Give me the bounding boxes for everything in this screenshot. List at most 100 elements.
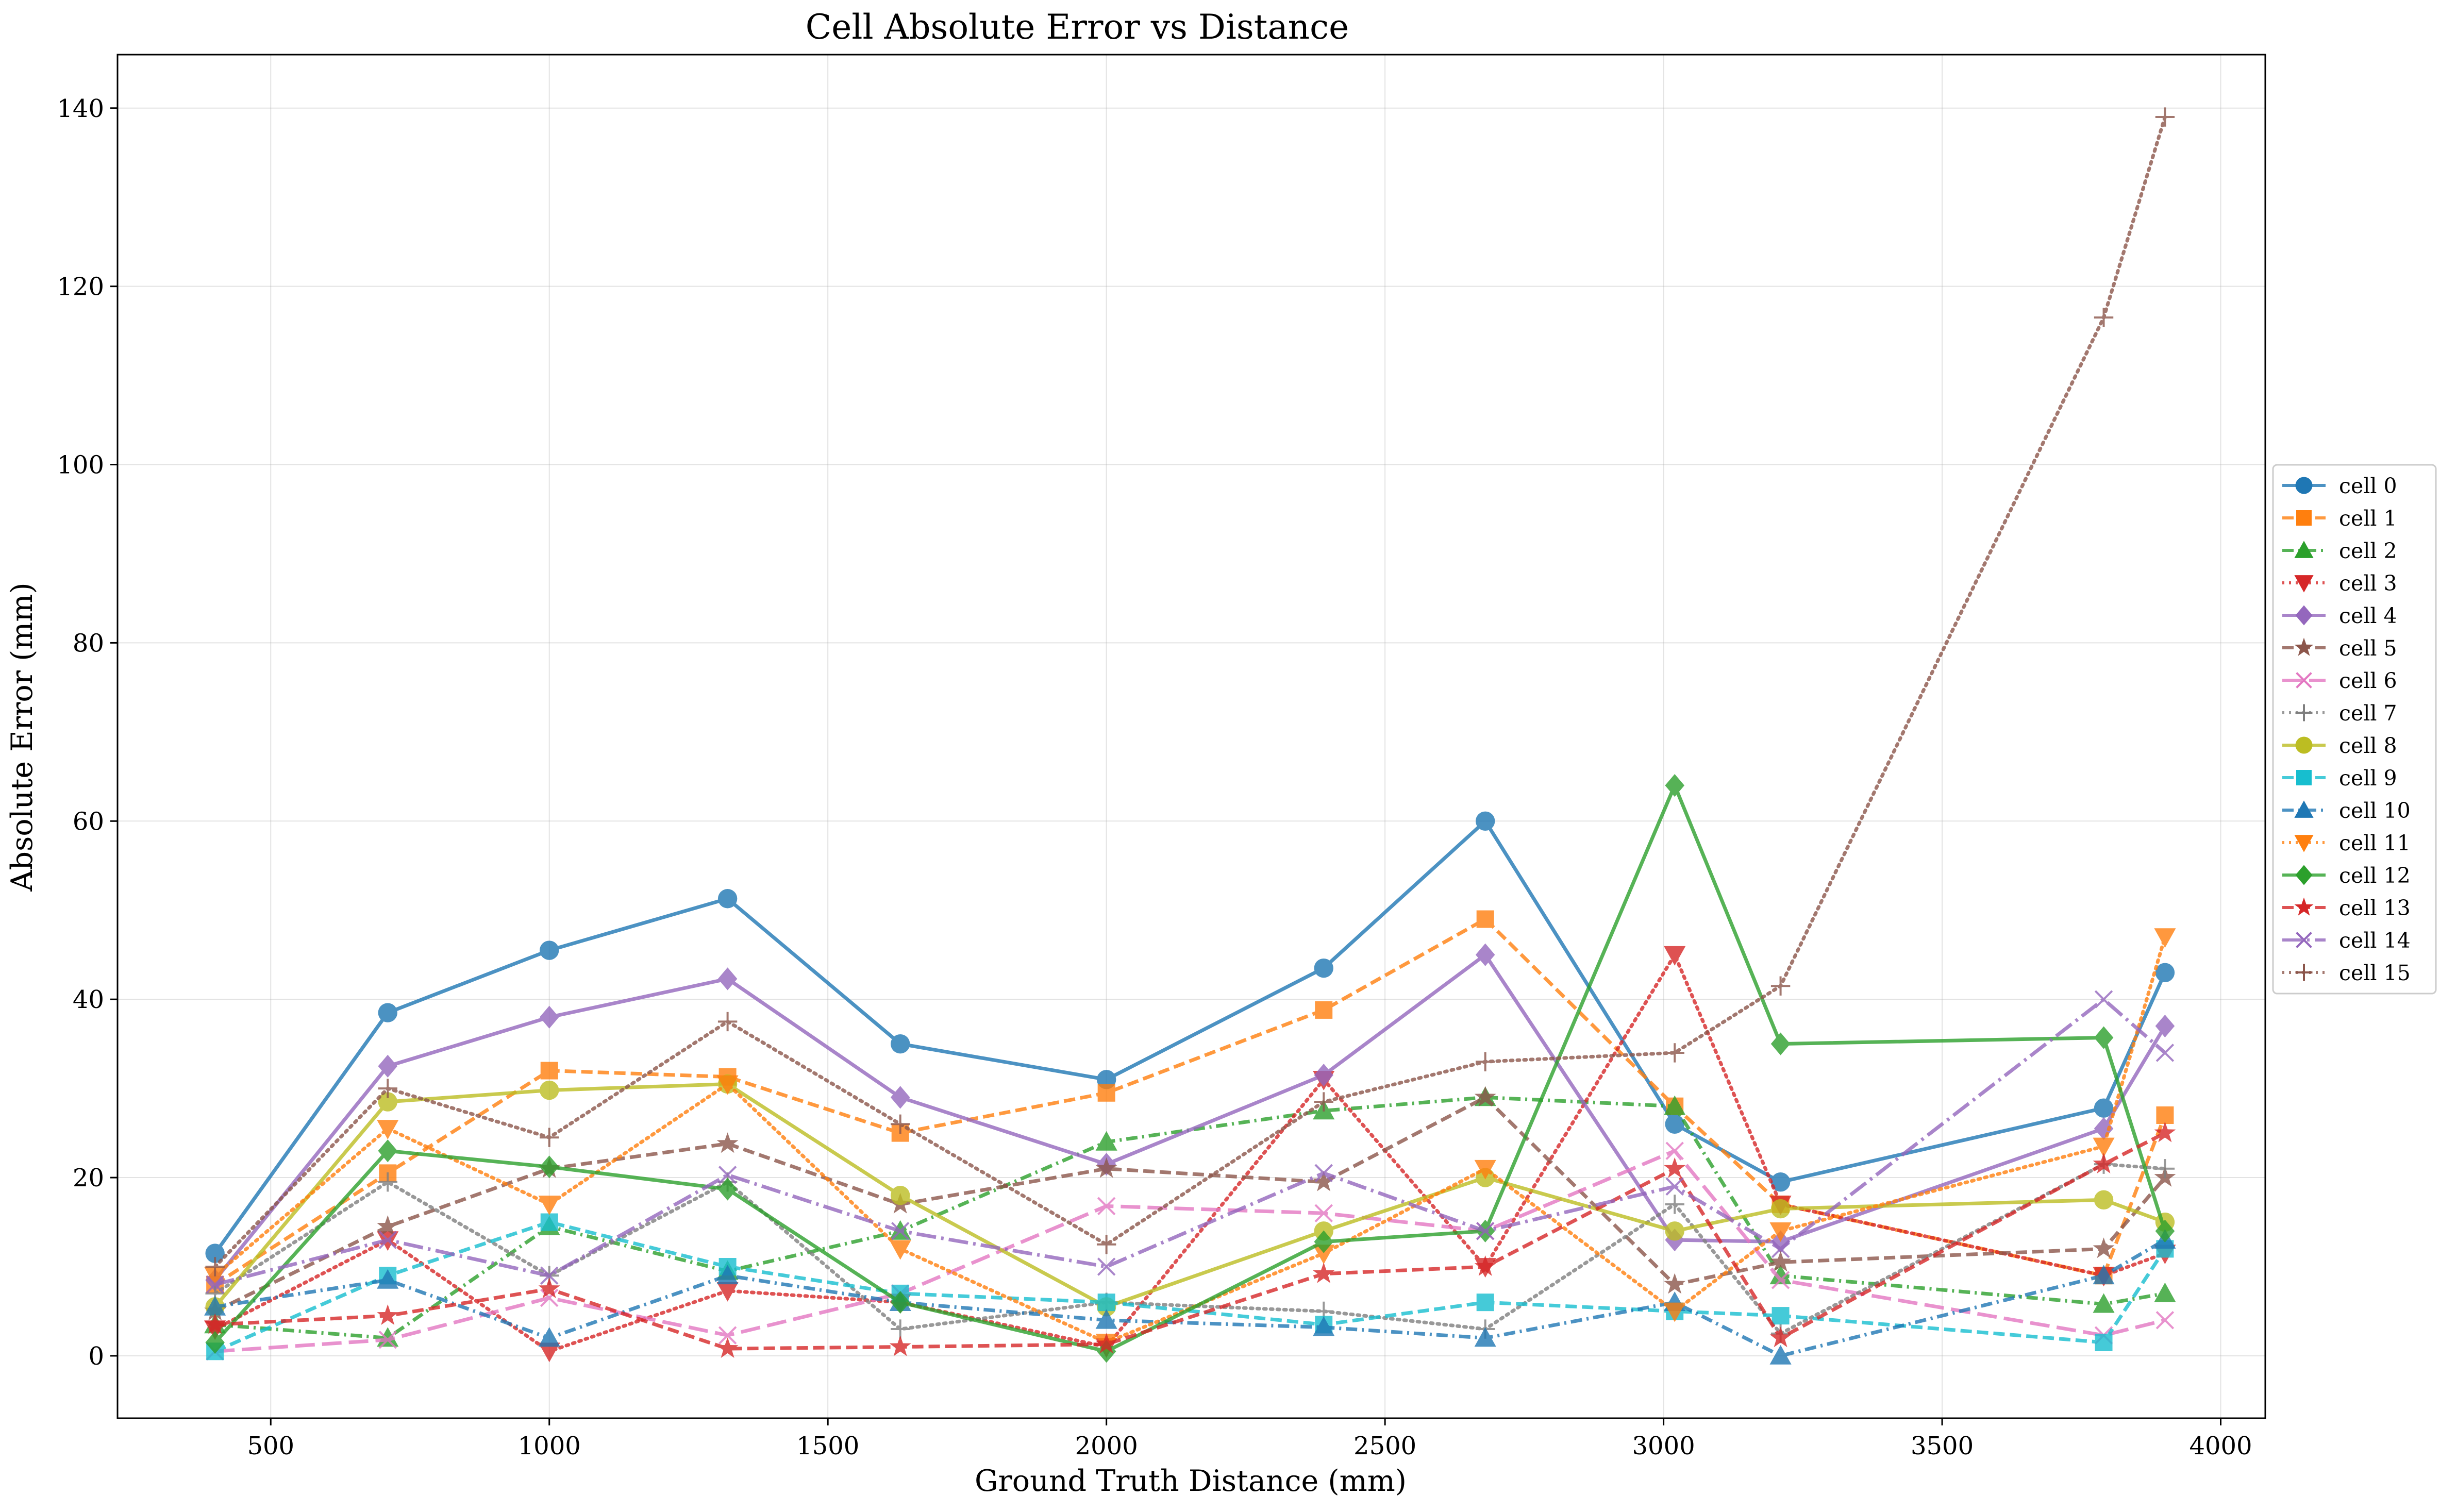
- data-point-marker: [1665, 1141, 1684, 1160]
- series-line: [214, 1220, 2167, 1353]
- series-cell-13: [204, 1121, 2176, 1358]
- legend-label: cell 8: [2339, 733, 2397, 758]
- data-point-marker: [377, 1120, 399, 1140]
- data-point-marker: [378, 1331, 397, 1349]
- data-point-marker: [2155, 1044, 2175, 1062]
- x-tick-label: 3500: [1911, 1432, 1974, 1460]
- data-point-marker: [378, 1003, 397, 1022]
- legend-label: cell 10: [2339, 798, 2411, 823]
- data-point-marker: [1665, 1221, 1684, 1241]
- data-point-marker: [1313, 1316, 1335, 1336]
- data-point-marker: [540, 1128, 559, 1147]
- data-point-marker: [717, 1178, 738, 1201]
- data-point-marker: [889, 1335, 911, 1356]
- data-point-marker: [2155, 963, 2175, 982]
- data-point-marker: [1665, 1177, 1684, 1196]
- data-point-marker: [716, 1265, 739, 1285]
- data-point-marker: [1769, 1265, 1792, 1285]
- data-point-marker: [204, 1267, 226, 1287]
- series-line: [214, 1238, 2166, 1358]
- series-cell-9: [206, 1213, 2174, 1360]
- data-point-marker: [1769, 1222, 1792, 1242]
- series-cell-10: [204, 1229, 2176, 1365]
- data-point-marker: [1097, 1257, 1116, 1276]
- data-point-marker: [1664, 1302, 1686, 1322]
- legend-label: cell 13: [2339, 896, 2411, 920]
- legend-marker: [2294, 800, 2314, 818]
- legend-entry: cell 9: [2282, 766, 2397, 791]
- data-point-marker: [2094, 990, 2113, 1009]
- data-point-marker: [1664, 1157, 1686, 1178]
- data-point-marker: [891, 1114, 910, 1134]
- data-point-marker: [378, 1079, 397, 1098]
- series-line: [215, 1131, 2166, 1351]
- data-point-marker: [890, 1086, 910, 1109]
- y-tick-label: 0: [88, 1342, 104, 1371]
- series-line: [213, 953, 2167, 1282]
- data-point-marker: [717, 967, 738, 990]
- y-tick-label: 100: [57, 451, 104, 480]
- data-point-marker: [378, 1139, 398, 1163]
- x-tick-label: 3000: [1632, 1432, 1695, 1460]
- data-point-marker: [1313, 1262, 1335, 1283]
- y-tick-label: 140: [57, 94, 104, 123]
- x-tick-label: 1000: [518, 1432, 581, 1460]
- data-point-marker: [891, 1034, 910, 1054]
- data-point-marker: [1314, 1092, 1333, 1112]
- data-point-marker: [1313, 1170, 1335, 1191]
- data-point-marker: [717, 889, 738, 909]
- legend-entry: cell 4: [2282, 603, 2397, 628]
- legend-marker: [2295, 704, 2313, 721]
- data-point-marker: [1476, 1293, 1494, 1312]
- legend-marker: [2294, 637, 2314, 656]
- legend-label: cell 7: [2339, 701, 2397, 726]
- data-point-marker: [1095, 1333, 1117, 1354]
- legend-entry: cell 0: [2282, 474, 2397, 498]
- legend-entry: cell 10: [2282, 798, 2411, 823]
- data-point-marker: [891, 1222, 910, 1240]
- legend-label: cell 1: [2339, 506, 2397, 531]
- data-point-marker: [717, 1012, 738, 1032]
- legend-entry: cell 14: [2282, 928, 2411, 953]
- data-point-marker: [2095, 1334, 2113, 1351]
- data-point-marker: [1097, 1293, 1115, 1312]
- legend-entry: cell 5: [2282, 636, 2397, 661]
- data-point-marker: [538, 1342, 560, 1363]
- data-point-marker: [1770, 1032, 1791, 1055]
- data-point-marker: [1770, 976, 1791, 996]
- legend-marker: [2295, 964, 2313, 981]
- data-point-marker: [1095, 1157, 1117, 1178]
- legend-marker: [2296, 932, 2312, 948]
- data-point-marker: [1664, 1273, 1686, 1294]
- data-point-marker: [2093, 1153, 2115, 1173]
- data-point-marker: [1476, 910, 1494, 928]
- data-point-marker: [378, 1172, 397, 1192]
- data-point-marker: [1770, 1172, 1791, 1192]
- series-line: [214, 1095, 2166, 1340]
- legend-entry: cell 7: [2282, 701, 2397, 726]
- legend-label: cell 15: [2339, 961, 2411, 985]
- legend-label: cell 4: [2339, 603, 2397, 628]
- data-point-marker: [1664, 1095, 1686, 1115]
- plot-area: [116, 54, 2266, 1419]
- legend-entry: cell 12: [2282, 863, 2411, 888]
- data-point-marker: [378, 1054, 398, 1078]
- data-point-marker: [1769, 1345, 1792, 1365]
- legend-marker: [2294, 575, 2314, 593]
- data-point-marker: [1475, 1052, 1495, 1071]
- data-point-marker: [206, 1275, 224, 1294]
- data-point-marker: [378, 1092, 397, 1112]
- chart-title: Cell Absolute Error vs Distance: [806, 7, 1349, 47]
- data-point-marker: [1474, 1327, 1496, 1347]
- data-point-marker: [891, 1185, 910, 1205]
- legend-label: cell 0: [2339, 474, 2397, 498]
- legend-label: cell 14: [2339, 928, 2411, 953]
- data-point-marker: [1769, 1251, 1792, 1272]
- data-point-marker: [377, 1304, 399, 1325]
- data-point-marker: [540, 1288, 559, 1307]
- legend-entry: cell 15: [2282, 961, 2411, 985]
- plot-background: [118, 55, 2265, 1418]
- data-point-marker: [540, 1213, 558, 1231]
- x-tick-label: 4000: [2189, 1432, 2252, 1460]
- y-axis-label: Absolute Error (mm): [5, 582, 39, 892]
